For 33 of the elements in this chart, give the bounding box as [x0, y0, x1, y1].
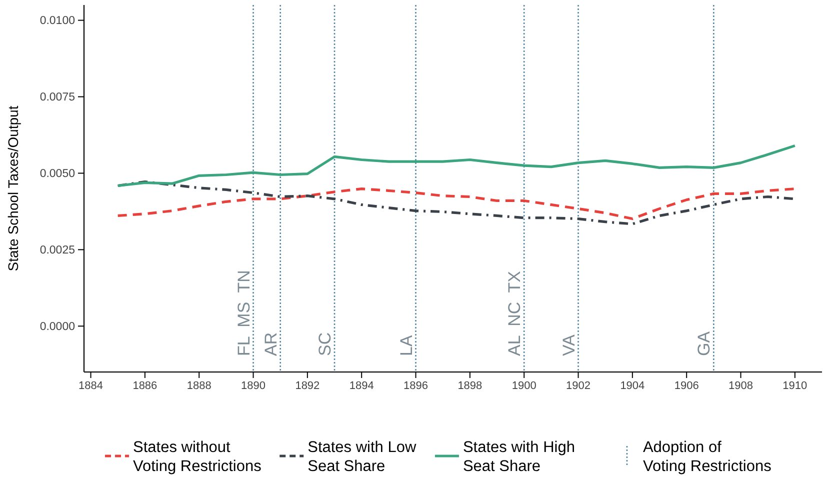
x-tick-label: 1900: [512, 380, 536, 392]
ref-line-label: LA: [396, 334, 416, 356]
ref-line-label: SC: [316, 332, 335, 356]
y-tick-label: 0.0025: [40, 244, 75, 256]
ref-line-label: AL NC TX: [505, 270, 524, 356]
line-series: [116, 188, 796, 220]
x-tick-label: 1898: [458, 380, 482, 392]
line-series: [116, 144, 796, 188]
y-tick-label: 0.0050: [40, 168, 75, 180]
x-tick-label: 1902: [566, 380, 590, 392]
y-tick-label: 0.0075: [40, 91, 75, 104]
x-tick-label: 1884: [78, 380, 104, 392]
ref-line-label: AR: [261, 332, 280, 356]
y-axis-title: State School Taxes/Output: [5, 106, 21, 272]
x-tick-label: 1904: [620, 380, 645, 392]
x-tick-label: 1910: [782, 380, 808, 392]
x-tick-label: 1892: [295, 380, 320, 392]
x-tick-label: 1888: [186, 380, 212, 392]
x-tick-label: 1890: [241, 380, 266, 392]
x-tick-label: 1908: [728, 380, 753, 392]
legend-label: States with Low Seat Share: [308, 439, 417, 475]
y-tick-label: 0.0000: [40, 320, 75, 333]
legend-label: States with High Seat Share: [462, 439, 575, 475]
ref-line-label: GA: [694, 330, 714, 356]
text: Adoption of Voting Restrictions: [642, 439, 772, 475]
ref-line-label: VA: [559, 334, 578, 356]
legend-label: States without Voting Restrictions: [133, 439, 262, 475]
x-tick-label: 1906: [674, 380, 699, 392]
y-tick-label: 0.0100: [40, 14, 75, 27]
x-tick-label: 1886: [132, 380, 158, 392]
ref-line-label: FL MS TN: [234, 270, 254, 356]
x-tick-label: 1894: [349, 380, 374, 392]
x-tick-label: 1896: [404, 380, 428, 392]
